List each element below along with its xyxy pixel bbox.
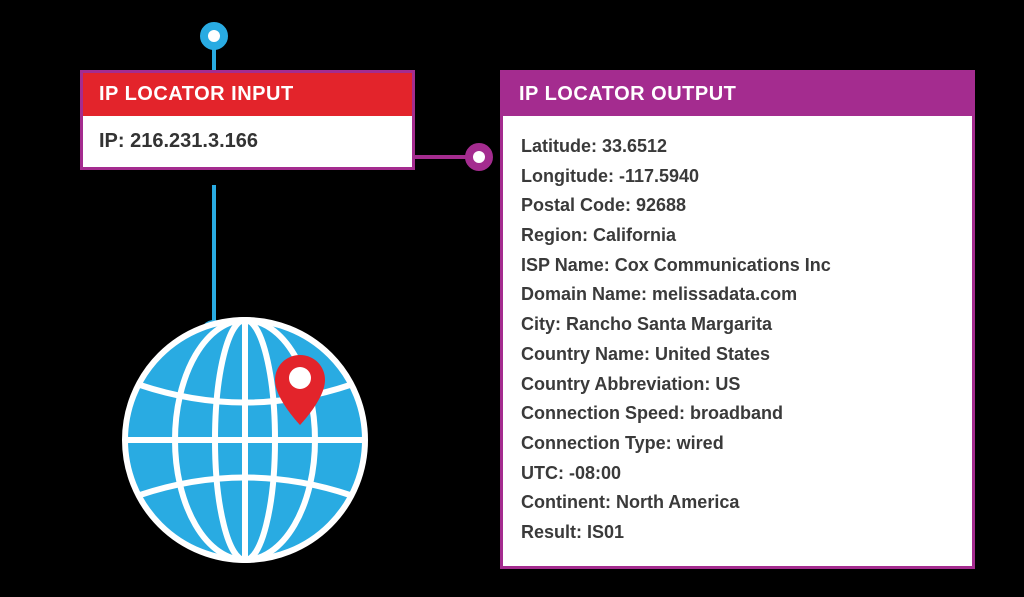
output-row-value: -117.5940 [614, 166, 699, 186]
output-row-label: Latitude: [521, 136, 597, 156]
output-row-value: United States [650, 344, 770, 364]
connector-dot-horizontal [465, 143, 493, 171]
connector-line-top [212, 48, 216, 72]
output-row-value: US [710, 374, 740, 394]
output-row-value: 33.6512 [597, 136, 667, 156]
connector-dot-top [200, 22, 228, 50]
output-row: Postal Code: 92688 [521, 191, 954, 221]
input-field-value: 216.231.3.166 [130, 130, 258, 152]
output-card: IP LOCATOR OUTPUT Latitude: 33.6512Longi… [500, 70, 975, 569]
output-row-label: Region: [521, 225, 588, 245]
output-row-value: Rancho Santa Margarita [561, 314, 772, 334]
input-card: IP LOCATOR INPUT IP: 216.231.3.166 [80, 70, 415, 170]
output-row-value: North America [611, 492, 739, 512]
output-row-value: broadband [685, 403, 783, 423]
output-row: Longitude: -117.5940 [521, 162, 954, 192]
input-card-title: IP LOCATOR INPUT [83, 73, 412, 116]
output-row: Country Abbreviation: US [521, 370, 954, 400]
output-row-value: melissadata.com [647, 284, 797, 304]
output-row: UTC: -08:00 [521, 459, 954, 489]
output-row: Continent: North America [521, 488, 954, 518]
output-row-value: California [588, 225, 676, 245]
output-row-label: Country Name: [521, 344, 650, 364]
input-field-label: IP: [99, 130, 125, 152]
output-row: Domain Name: melissadata.com [521, 280, 954, 310]
output-row: Region: California [521, 221, 954, 251]
output-row-label: Connection Type: [521, 433, 672, 453]
output-row-label: City: [521, 314, 561, 334]
output-row: Connection Speed: broadband [521, 399, 954, 429]
output-row-label: Postal Code: [521, 195, 631, 215]
connector-line-horizontal [415, 155, 470, 159]
output-row-label: Connection Speed: [521, 403, 685, 423]
output-row-value: -08:00 [564, 463, 621, 483]
output-row-value: Cox Communications Inc [610, 255, 831, 275]
output-row-label: ISP Name: [521, 255, 610, 275]
output-row-label: Result: [521, 522, 582, 542]
input-card-body: IP: 216.231.3.166 [83, 116, 412, 167]
globe-icon [115, 310, 375, 570]
output-row: City: Rancho Santa Margarita [521, 310, 954, 340]
output-card-body: Latitude: 33.6512Longitude: -117.5940Pos… [503, 116, 972, 566]
diagram-canvas: IP LOCATOR INPUT IP: 216.231.3.166 IP LO… [0, 0, 1024, 597]
map-pin-icon [275, 355, 325, 425]
output-row-value: IS01 [582, 522, 624, 542]
output-row-value: wired [672, 433, 724, 453]
output-row-label: UTC: [521, 463, 564, 483]
output-row: Country Name: United States [521, 340, 954, 370]
output-row: Latitude: 33.6512 [521, 132, 954, 162]
output-row-label: Country Abbreviation: [521, 374, 710, 394]
output-row: ISP Name: Cox Communications Inc [521, 251, 954, 281]
output-row-value: 92688 [631, 195, 686, 215]
output-row-label: Longitude: [521, 166, 614, 186]
output-row: Connection Type: wired [521, 429, 954, 459]
output-row-label: Domain Name: [521, 284, 647, 304]
output-card-title: IP LOCATOR OUTPUT [503, 73, 972, 116]
output-row: Result: IS01 [521, 518, 954, 548]
output-row-label: Continent: [521, 492, 611, 512]
